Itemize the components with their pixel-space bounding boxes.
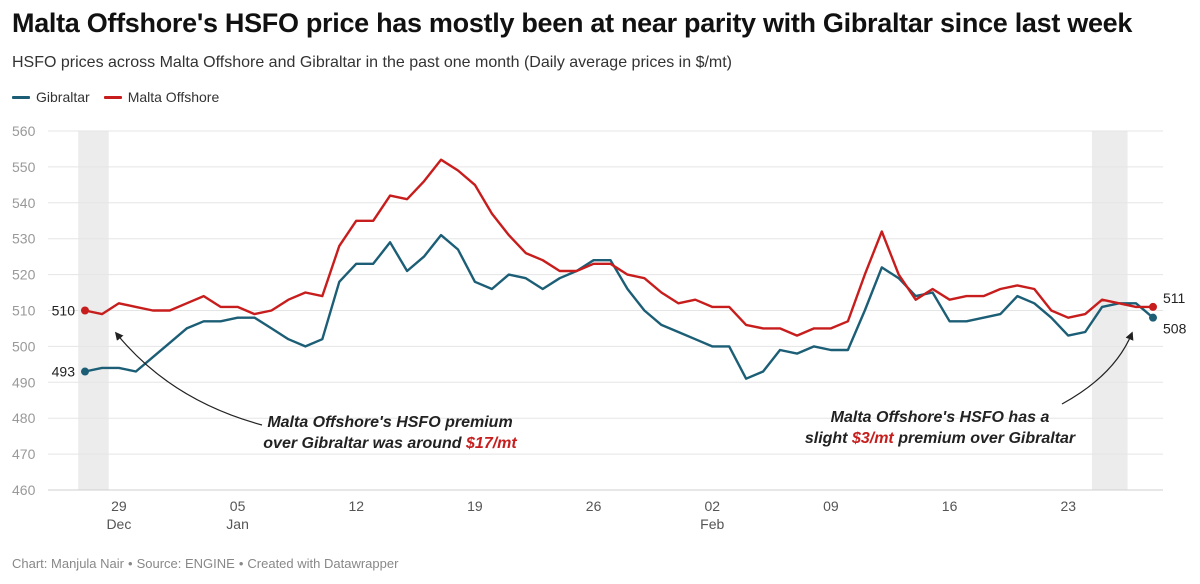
series-start-label-gibraltar: 493 bbox=[52, 364, 76, 380]
y-tick-label: 490 bbox=[12, 374, 36, 390]
annotation-left-line1: Malta Offshore's HSFO premium bbox=[267, 414, 513, 431]
series-line-gibraltar bbox=[83, 233, 1155, 380]
x-tick-sublabel: Dec bbox=[106, 516, 131, 532]
legend-label-malta: Malta Offshore bbox=[127, 89, 220, 105]
annotation-left-highlight: $17/mt bbox=[466, 435, 517, 452]
legend-swatch-malta bbox=[103, 95, 122, 99]
series-end-label-gibraltar: 508 bbox=[1163, 321, 1187, 337]
annotation-right-line2: slight $3/mt premium over Gibraltar bbox=[750, 428, 1130, 449]
legend: Gibraltar Malta Offshore bbox=[12, 89, 219, 105]
legend-item-malta: Malta Offshore bbox=[103, 89, 220, 105]
footer-chart-by: Chart: Manjula Nair bbox=[12, 556, 124, 571]
series-end-dot-malta bbox=[1149, 302, 1157, 311]
footer: Chart: Manjula Nair • Source: ENGINE • Creat… bbox=[12, 556, 398, 571]
y-tick-label: 560 bbox=[12, 123, 36, 139]
legend-label-gibraltar: Gibraltar bbox=[36, 89, 90, 105]
x-tick-label: 12 bbox=[348, 498, 364, 514]
footer-separator-1: • bbox=[128, 556, 133, 571]
y-tick-label: 530 bbox=[12, 231, 36, 247]
footer-separator-2: • bbox=[238, 556, 244, 571]
x-tick-sublabel: Jan bbox=[226, 516, 249, 532]
series-end-dot-gibraltar bbox=[1149, 313, 1157, 322]
annotation-left-line2: over Gibraltar was around $17/mt bbox=[200, 433, 580, 454]
y-tick-label: 520 bbox=[12, 267, 36, 283]
y-tick-label: 460 bbox=[12, 482, 36, 498]
y-tick-label: 550 bbox=[12, 159, 36, 175]
y-tick-label: 470 bbox=[12, 446, 36, 462]
annotation-left-line2-prefix: over Gibraltar was around bbox=[263, 435, 467, 452]
chart-title: Malta Offshore's HSFO price has mostly b… bbox=[12, 8, 1133, 38]
footer-created: Created with Datawrapper bbox=[247, 556, 399, 571]
annotation-right-line2-suffix: premium over Gibraltar bbox=[893, 430, 1076, 447]
annotation-right-line2-prefix: slight bbox=[804, 430, 852, 447]
annotation-arrow-right bbox=[1061, 331, 1134, 405]
chart-subtitle: HSFO prices across Malta Offshore and Gi… bbox=[12, 54, 733, 71]
x-tick-label: 16 bbox=[942, 498, 958, 514]
x-tick-label: 23 bbox=[1060, 498, 1076, 514]
footer-source: Source: ENGINE bbox=[136, 556, 235, 571]
annotation-left: Malta Offshore's HSFO premium over Gibra… bbox=[200, 412, 580, 454]
legend-swatch-gibraltar bbox=[12, 95, 30, 99]
annotation-right-highlight: $3/mt bbox=[851, 430, 894, 447]
x-tick-label: 02 bbox=[704, 498, 720, 514]
y-tick-label: 500 bbox=[12, 338, 36, 354]
x-tick-label: 05 bbox=[230, 498, 246, 514]
series-line-malta bbox=[83, 158, 1155, 337]
series-start-dot-gibraltar bbox=[81, 367, 89, 376]
annotation-right: Malta Offshore's HSFO has a slight $3/mt… bbox=[750, 407, 1130, 449]
annotation-right-line1: Malta Offshore's HSFO has a bbox=[830, 409, 1050, 426]
series-start-label-malta: 510 bbox=[52, 303, 76, 319]
x-tick-label: 26 bbox=[586, 498, 602, 514]
legend-item-gibraltar: Gibraltar bbox=[12, 89, 90, 105]
x-tick-label: 09 bbox=[823, 498, 839, 514]
x-tick-sublabel: Feb bbox=[700, 516, 724, 532]
x-tick-label: 29 bbox=[111, 498, 127, 514]
y-tick-label: 480 bbox=[12, 410, 36, 426]
series-start-dot-malta bbox=[81, 306, 89, 315]
x-tick-label: 19 bbox=[467, 498, 483, 514]
y-tick-label: 540 bbox=[12, 195, 36, 211]
series-end-label-malta: 511 bbox=[1163, 290, 1186, 306]
y-tick-label: 510 bbox=[12, 303, 36, 319]
annotation-arrow-left bbox=[114, 331, 263, 426]
